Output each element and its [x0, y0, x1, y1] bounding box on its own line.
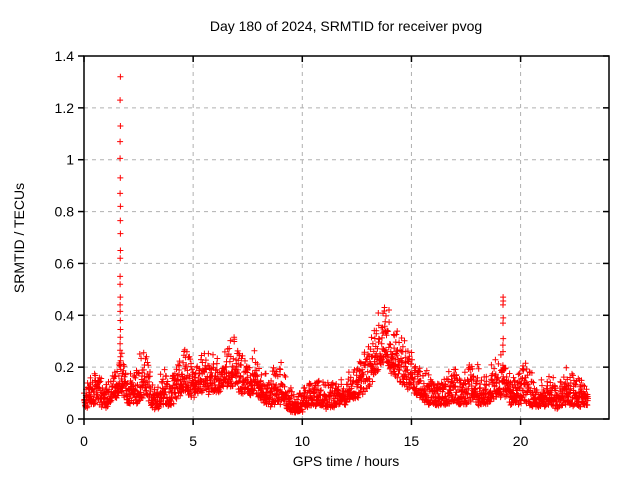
y-tick-label: 0.2 — [55, 359, 75, 375]
y-tick-label: 0.8 — [55, 204, 75, 220]
y-tick-label: 0 — [66, 411, 74, 427]
y-tick-label: 1 — [66, 152, 74, 168]
plot-border — [83, 55, 610, 420]
x-tick-label: 15 — [404, 433, 420, 449]
y-axis-label: SRMTID / TECUs — [11, 183, 27, 293]
x-tick-label: 5 — [189, 433, 197, 449]
x-tick-label: 20 — [513, 433, 529, 449]
x-axis-label: GPS time / hours — [293, 453, 400, 469]
y-tick-label: 0.6 — [55, 255, 75, 271]
chart-title: Day 180 of 2024, SRMTID for receiver pvo… — [210, 18, 482, 34]
x-tick-label: 0 — [80, 433, 88, 449]
x-tick-label: 10 — [295, 433, 311, 449]
y-tick-label: 1.4 — [55, 48, 75, 64]
y-tick-label: 0.4 — [55, 307, 75, 323]
tick-labels: 0 5 10 15 20 0 0.2 0.4 0.6 0.8 1 1.2 1.4 — [55, 48, 529, 449]
y-tick-label: 1.2 — [55, 100, 75, 116]
